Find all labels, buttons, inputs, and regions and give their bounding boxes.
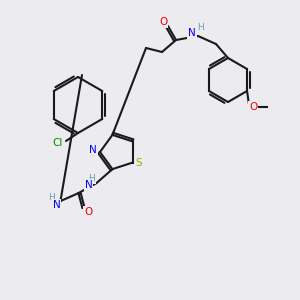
Text: O: O: [249, 102, 257, 112]
Text: H: H: [88, 174, 95, 183]
Text: O: O: [84, 207, 93, 217]
Text: N: N: [52, 200, 60, 210]
Text: H: H: [48, 193, 55, 202]
Text: O: O: [159, 17, 167, 27]
Text: N: N: [85, 180, 92, 190]
Text: H: H: [198, 22, 204, 32]
Text: S: S: [135, 158, 142, 168]
Text: N: N: [89, 145, 97, 155]
Text: N: N: [188, 28, 196, 38]
Text: Cl: Cl: [53, 138, 63, 148]
